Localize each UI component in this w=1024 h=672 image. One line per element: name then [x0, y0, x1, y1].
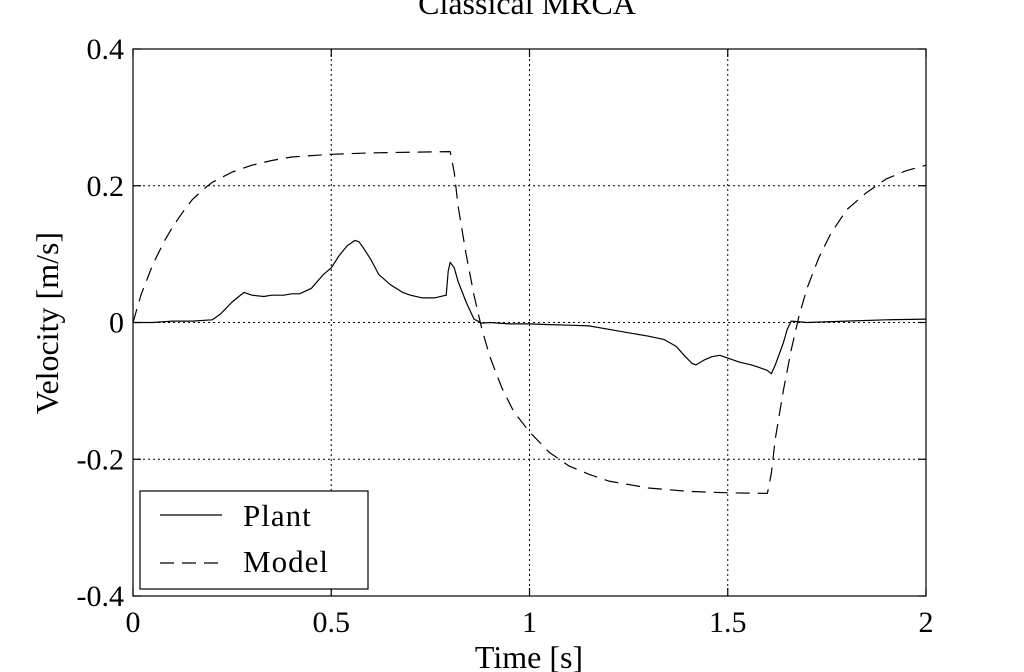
x-tick-label: 0.5 [313, 606, 351, 639]
series-line-plant [133, 239, 927, 375]
x-axis-label: Time [s] [475, 639, 583, 672]
series-line-model [132, 151, 927, 494]
x-tick-label: 1 [522, 606, 537, 639]
x-tick-label: 2 [919, 606, 934, 639]
y-tick-label: 0.2 [87, 170, 125, 203]
legend-label-model: Model [243, 544, 329, 579]
series-layer [132, 151, 927, 494]
legend: Plant Model [139, 490, 369, 590]
legend-label-plant: Plant [243, 498, 312, 533]
x-tick-labels: 0 0.5 1 1.5 2 [126, 606, 934, 639]
x-tick-label: 0 [126, 606, 141, 639]
y-tick-labels: -0.4 -0.2 0 0.2 0.4 [77, 33, 125, 613]
y-tick-label: 0 [109, 307, 124, 340]
legend-box [139, 490, 369, 590]
y-tick-label: -0.4 [77, 580, 125, 613]
chart-title: Classical MRCA [418, 0, 636, 21]
x-tick-label: 1.5 [709, 606, 747, 639]
y-axis-label: Velocity [m/s] [29, 232, 65, 414]
y-tick-label: 0.4 [87, 33, 125, 66]
y-tick-label: -0.2 [77, 443, 125, 476]
